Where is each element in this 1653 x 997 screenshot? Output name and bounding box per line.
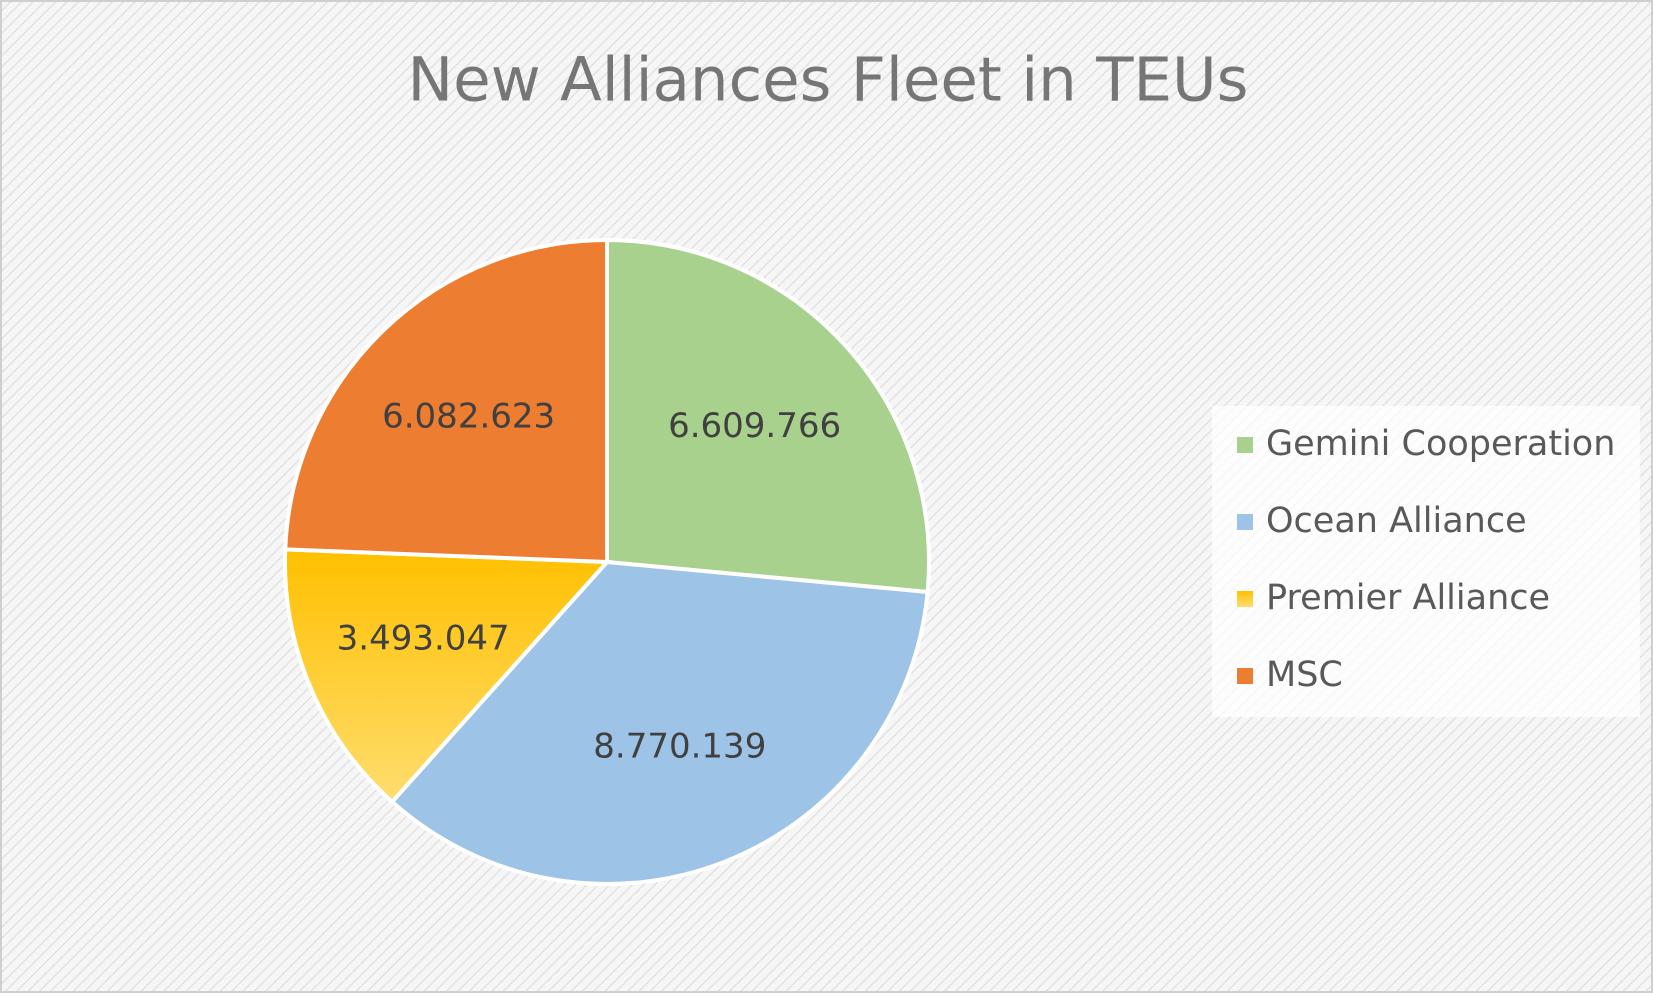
data-label: 8.770.139 <box>593 726 766 766</box>
chart-title: New Alliances Fleet in TEUs <box>408 45 1249 116</box>
legend-label: Premier Alliance <box>1266 578 1550 618</box>
data-label: 3.493.047 <box>337 618 510 658</box>
legend-label: Ocean Alliance <box>1266 501 1527 541</box>
pie-slice <box>389 559 930 886</box>
legend-marker <box>1237 514 1253 530</box>
legend-marker <box>1237 668 1253 684</box>
pie-slice <box>283 237 609 565</box>
legend-label: MSC <box>1266 655 1343 695</box>
pie-slice <box>605 237 931 595</box>
legend-label: Gemini Cooperation <box>1266 424 1615 464</box>
legend-marker <box>1237 437 1253 453</box>
legend-marker <box>1237 591 1253 607</box>
pie-slice <box>283 547 612 805</box>
data-label: 6.082.623 <box>382 397 555 437</box>
data-label: 6.609.766 <box>668 406 841 446</box>
legend-box <box>1212 406 1640 717</box>
